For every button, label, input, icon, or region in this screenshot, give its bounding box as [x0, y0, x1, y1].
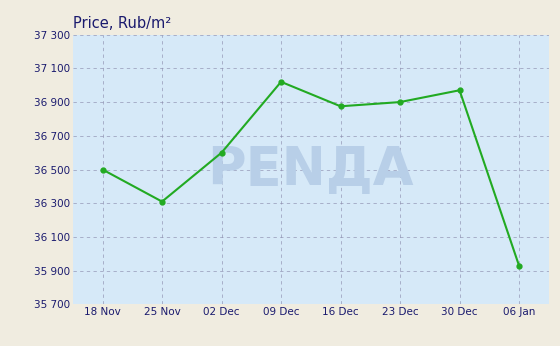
Text: Price, Rub/m²: Price, Rub/m² — [73, 16, 171, 31]
Text: РЕNДА: РЕNДА — [208, 144, 414, 195]
